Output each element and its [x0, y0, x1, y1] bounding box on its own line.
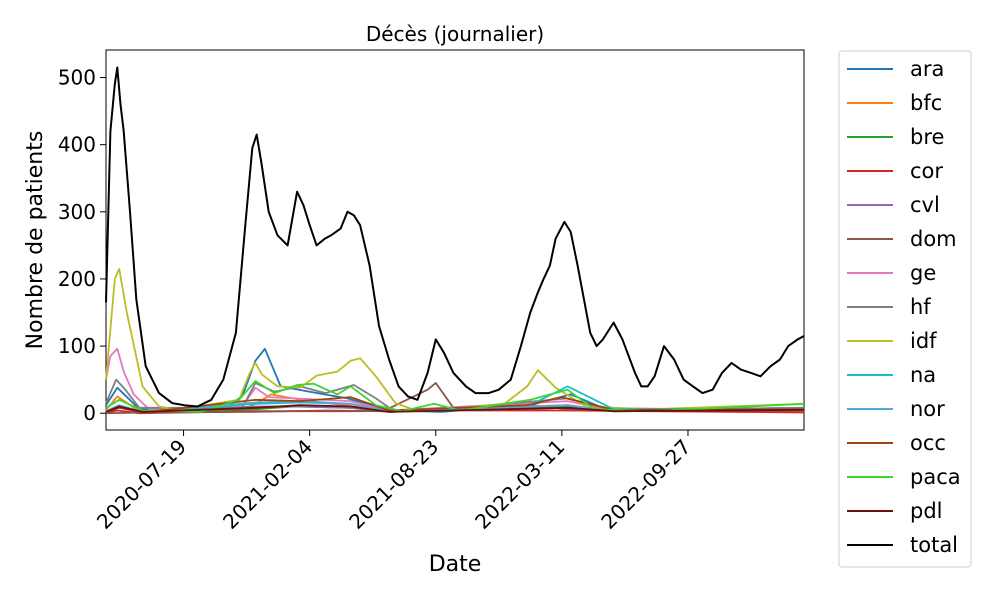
- chart-title: Décès (journalier): [366, 22, 544, 46]
- x-axis-ticks: 2020-07-19 2021-02-04 2021-08-23 2022-03-11…: [92, 430, 696, 534]
- y-axis-ticks: 0 100 200 300 400 500: [58, 66, 106, 425]
- y-tick-label: 500: [58, 66, 96, 90]
- y-tick-label: 200: [58, 267, 96, 291]
- legend-items: ara bfc bre cor cvl dom ge hf idf na nor occ paca pdl…: [847, 57, 961, 557]
- series-line-idf: [105, 267, 805, 411]
- legend-label-nor: nor: [910, 397, 945, 421]
- y-tick-label: 400: [58, 133, 96, 157]
- x-tick-label: 2020-07-19: [92, 435, 191, 534]
- legend-frame: [838, 50, 972, 568]
- y-tick-label: 100: [58, 334, 96, 358]
- x-tick-label: 2021-02-04: [218, 435, 317, 534]
- series-line-pdl: [105, 404, 805, 413]
- legend-label-occ: occ: [910, 431, 946, 455]
- plot-frame: [105, 49, 805, 431]
- legend-label-pdl: pdl: [910, 499, 943, 523]
- plot-area: 2020-07-19 2021-02-04 2021-08-23 2022-03-11…: [58, 49, 805, 534]
- legend-label-paca: paca: [910, 465, 961, 489]
- legend-label-total: total: [910, 533, 958, 557]
- legend-label-dom: dom: [910, 227, 957, 251]
- y-tick-label: 0: [83, 401, 96, 425]
- x-axis-label: Date: [429, 552, 482, 577]
- series-layer: [105, 66, 805, 415]
- y-tick-label: 300: [58, 200, 96, 224]
- series-line-total: [105, 66, 805, 408]
- x-tick-label: 2022-09-27: [596, 435, 695, 534]
- legend-label-na: na: [910, 363, 936, 387]
- legend-label-ge: ge: [910, 261, 936, 285]
- legend-label-hf: hf: [910, 295, 931, 319]
- legend-label-idf: idf: [910, 329, 937, 353]
- y-axis-label: Nombre de patients: [23, 131, 48, 350]
- x-tick-label: 2022-03-11: [470, 435, 569, 534]
- legend: ara bfc bre cor cvl dom ge hf idf na nor occ paca pdl…: [838, 50, 972, 568]
- legend-label-ara: ara: [910, 57, 944, 81]
- legend-label-bfc: bfc: [910, 91, 942, 115]
- legend-label-cvl: cvl: [910, 193, 940, 217]
- legend-label-bre: bre: [910, 125, 944, 149]
- x-tick-label: 2021-08-23: [344, 435, 443, 534]
- legend-label-cor: cor: [910, 159, 943, 183]
- series-line-dom: [105, 382, 804, 415]
